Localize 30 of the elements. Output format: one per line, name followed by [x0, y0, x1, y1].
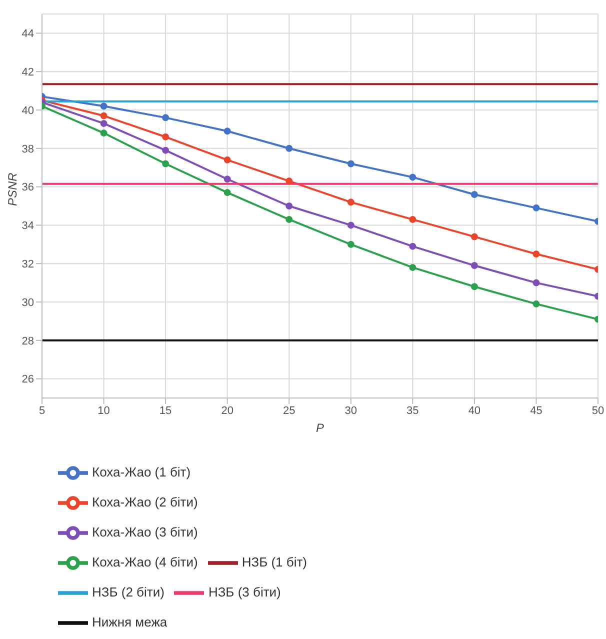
y-tick-label: 30	[22, 296, 34, 309]
legend-label: Нижня межа	[92, 614, 168, 630]
y-tick-label: 36	[22, 182, 34, 194]
x-tick-label: 25	[282, 404, 296, 417]
y-tick-label: 40	[22, 104, 34, 117]
y-tick-label: 26	[22, 374, 34, 386]
legend-label: НЗБ (1 біт)	[242, 554, 308, 570]
legend-label: НЗБ (3 біти)	[208, 584, 281, 600]
x-tick-label: 35	[406, 404, 419, 417]
x-tick-label: 20	[221, 404, 234, 417]
x-tick-label: 45	[530, 404, 542, 417]
legend-label: Коха-Жао (3 біти)	[92, 524, 198, 540]
y-tick-label: 38	[22, 143, 34, 156]
legend-label: Коха-Жао (2 біти)	[92, 494, 198, 510]
legend-label: Коха-Жао (4 біти)	[92, 554, 198, 570]
x-tick-label: 40	[468, 404, 481, 417]
x-axis-title: P	[316, 421, 324, 435]
y-tick-label: 32	[22, 258, 34, 271]
legend-label: НЗБ (2 біти)	[92, 584, 164, 600]
y-tick-label: 28	[22, 335, 34, 348]
y-tick-label: 42	[22, 66, 34, 79]
y-axis-title: PSNR	[5, 172, 20, 206]
y-tick-label: 34	[22, 220, 34, 232]
x-tick-label: 10	[98, 404, 110, 417]
x-tick-label: 5	[38, 404, 46, 417]
x-tick-label: 15	[159, 404, 172, 417]
x-tick-label: 50	[592, 404, 604, 417]
legend-label: Коха-Жао (1 біт)	[92, 464, 191, 480]
y-tick-label: 44	[22, 28, 34, 40]
x-tick-label: 30	[344, 404, 358, 417]
